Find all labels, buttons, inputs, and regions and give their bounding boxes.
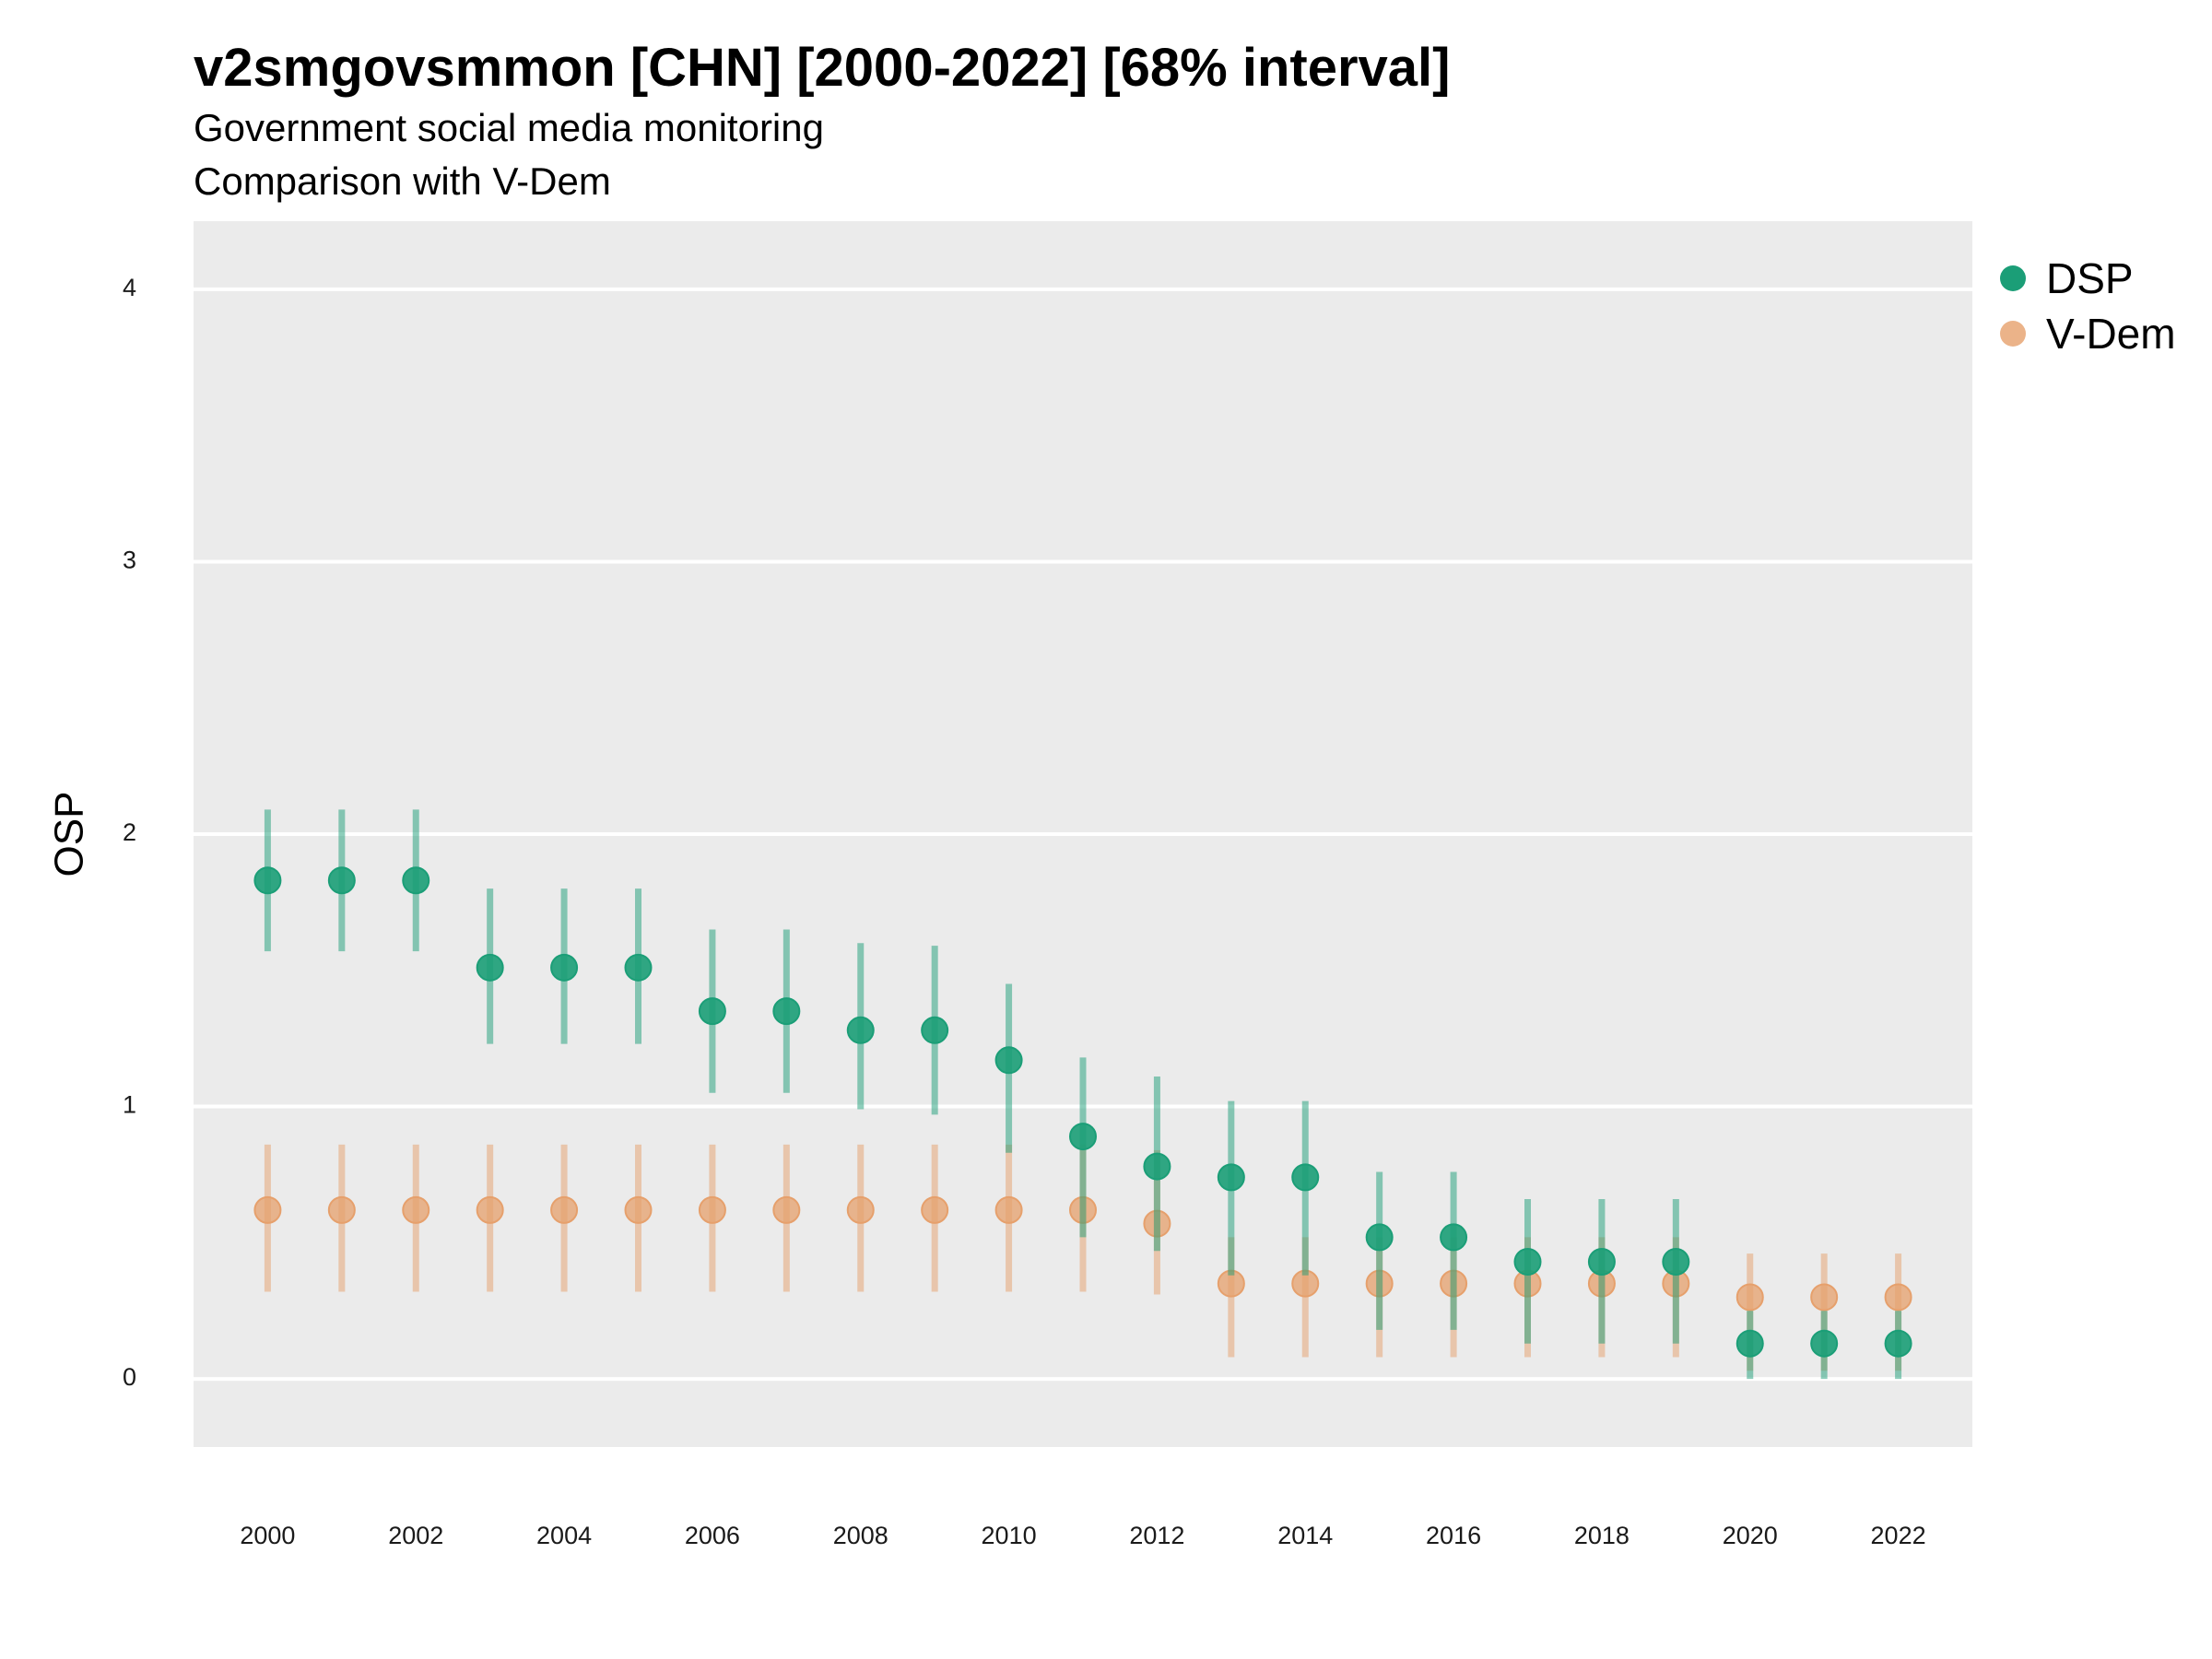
x-tick-label: 2016 xyxy=(1426,1522,1481,1549)
x-tick-labels: 2000 2002 2004 2006 2008 2010 2012 2014 2016 2018… xyxy=(240,1522,1925,1549)
data-point[interactable] xyxy=(1217,1163,1245,1192)
y-tick-label: 2 xyxy=(123,818,136,846)
data-point[interactable] xyxy=(846,1195,875,1224)
data-point[interactable] xyxy=(327,1195,356,1224)
x-tick-label: 2000 xyxy=(240,1522,295,1549)
data-point[interactable] xyxy=(1662,1248,1690,1277)
data-point[interactable] xyxy=(1884,1329,1912,1358)
series-layer xyxy=(253,809,1912,1380)
data-point[interactable] xyxy=(327,866,356,895)
x-tick-label: 2018 xyxy=(1574,1522,1630,1549)
x-tick-label: 2014 xyxy=(1277,1522,1333,1549)
data-point[interactable] xyxy=(846,1016,875,1044)
data-point[interactable] xyxy=(921,1016,949,1044)
data-point[interactable] xyxy=(402,1195,430,1224)
data-point[interactable] xyxy=(402,866,430,895)
data-point[interactable] xyxy=(698,1195,726,1224)
x-tick-label: 2010 xyxy=(982,1522,1037,1549)
data-point[interactable] xyxy=(1365,1223,1394,1252)
data-point[interactable] xyxy=(624,1195,653,1224)
x-tick-label: 2012 xyxy=(1129,1522,1184,1549)
y-tick-label: 1 xyxy=(123,1091,136,1119)
chart-title: v2smgovsmmon [CHN] [2000-2022] [68% inte… xyxy=(194,38,1451,98)
data-point[interactable] xyxy=(698,997,726,1026)
legend-item-vdem[interactable]: V-Dem xyxy=(2000,306,2176,361)
data-point[interactable] xyxy=(1735,1283,1764,1312)
data-point[interactable] xyxy=(1587,1248,1616,1277)
legend-item-dsp[interactable]: DSP xyxy=(2000,251,2176,306)
x-tick-label: 2002 xyxy=(388,1522,443,1549)
legend-label-vdem: V-Dem xyxy=(2046,310,2176,358)
data-point[interactable] xyxy=(1810,1283,1839,1312)
data-point[interactable] xyxy=(1069,1123,1097,1151)
data-point[interactable] xyxy=(1291,1163,1320,1192)
data-point[interactable] xyxy=(476,953,504,982)
data-point[interactable] xyxy=(253,866,282,895)
y-tick-label: 4 xyxy=(123,274,136,301)
y-axis-label: OSP xyxy=(47,792,92,877)
data-point[interactable] xyxy=(1143,1152,1171,1181)
data-point[interactable] xyxy=(624,953,653,982)
data-point[interactable] xyxy=(772,997,801,1026)
data-point[interactable] xyxy=(994,1046,1023,1075)
legend-swatch-dsp xyxy=(2000,265,2026,291)
y-tick-label: 3 xyxy=(123,547,136,574)
data-point[interactable] xyxy=(253,1195,282,1224)
data-point[interactable] xyxy=(550,1195,579,1224)
legend-swatch-vdem xyxy=(2000,321,2026,347)
data-point[interactable] xyxy=(1440,1223,1468,1252)
series-dsp xyxy=(253,809,1912,1380)
data-point[interactable] xyxy=(921,1195,949,1224)
legend-label-dsp: DSP xyxy=(2046,254,2134,302)
x-tick-label: 2004 xyxy=(536,1522,592,1549)
x-tick-label: 2020 xyxy=(1723,1522,1778,1549)
data-point[interactable] xyxy=(1884,1283,1912,1312)
y-tick-label: 0 xyxy=(123,1363,136,1391)
x-tick-label: 2008 xyxy=(833,1522,888,1549)
chart-subtitle-2: Comparison with V-Dem xyxy=(194,159,611,203)
legend: DSP V-Dem xyxy=(2000,251,2176,361)
series-vdem xyxy=(253,1144,1912,1371)
data-point[interactable] xyxy=(476,1195,504,1224)
data-point[interactable] xyxy=(1513,1248,1542,1277)
y-tick-labels: 0 1 2 3 4 xyxy=(123,274,136,1391)
data-point[interactable] xyxy=(994,1195,1023,1224)
data-point[interactable] xyxy=(772,1195,801,1224)
chart-subtitle-1: Government social media monitoring xyxy=(194,106,824,149)
data-point[interactable] xyxy=(550,953,579,982)
x-tick-label: 2022 xyxy=(1871,1522,1926,1549)
x-tick-label: 2006 xyxy=(685,1522,740,1549)
data-point[interactable] xyxy=(1735,1329,1764,1358)
data-point[interactable] xyxy=(1810,1329,1839,1358)
